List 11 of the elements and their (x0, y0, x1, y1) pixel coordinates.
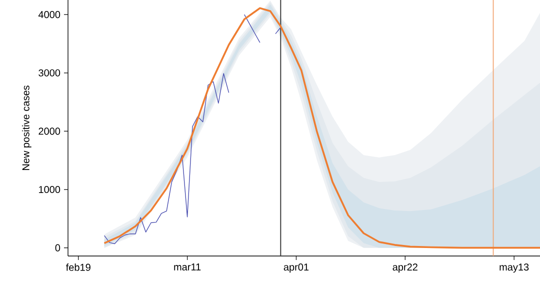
x-tick-label: apr01 (284, 264, 309, 273)
y-tick-label: 0 (55, 244, 60, 252)
y-axis-title: New positive cases (22, 86, 32, 170)
x-tick-label: apr22 (392, 264, 418, 273)
x-tick-label: mar11 (174, 264, 201, 271)
y-tick-label: 2000 (38, 128, 60, 135)
x-tick-label: feb19 (66, 264, 90, 271)
y-tick-label: 3000 (38, 69, 60, 76)
y-tick-label: 1000 (38, 186, 60, 194)
y-tick-label: 4000 (38, 11, 60, 18)
x-tick-label: may13 (500, 264, 529, 273)
